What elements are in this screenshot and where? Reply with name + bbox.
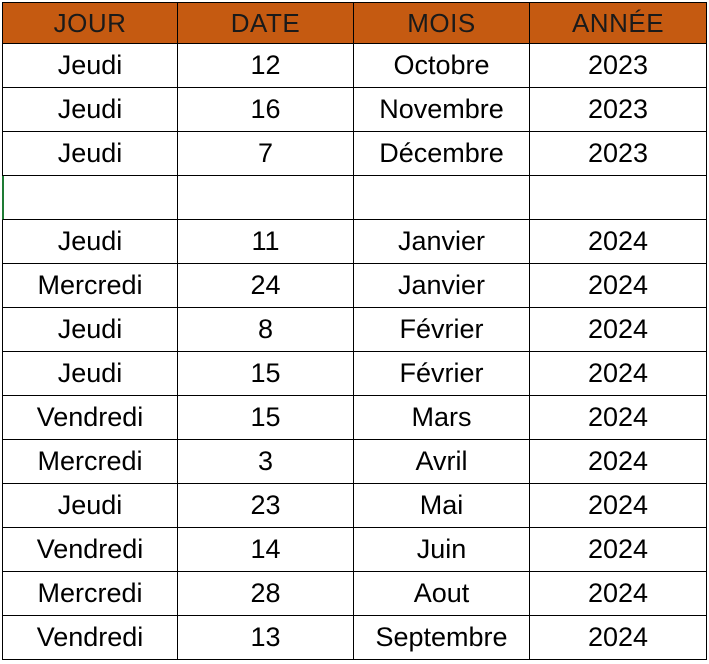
header-cell-date[interactable]: DATE: [178, 2, 354, 44]
header-cell-jour[interactable]: JOUR: [2, 2, 178, 44]
cell-date[interactable]: 15: [178, 396, 354, 440]
cell-date[interactable]: 14: [178, 528, 354, 572]
cell-annee[interactable]: 2024: [530, 616, 707, 660]
cell-mois[interactable]: Septembre: [354, 616, 530, 660]
cell-date[interactable]: 15: [178, 352, 354, 396]
cell-annee[interactable]: 2024: [530, 484, 707, 528]
cell-mois[interactable]: Octobre: [354, 44, 530, 88]
cell-annee[interactable]: 2023: [530, 132, 707, 176]
cell-mois[interactable]: Février: [354, 352, 530, 396]
cell-annee[interactable]: 2024: [530, 440, 707, 484]
cell-date[interactable]: 13: [178, 616, 354, 660]
cell-jour[interactable]: Jeudi: [2, 308, 178, 352]
cell-mois[interactable]: [354, 176, 530, 220]
header-cell-annee[interactable]: ANNÉE: [530, 2, 707, 44]
cell-mois[interactable]: Juin: [354, 528, 530, 572]
cell-annee[interactable]: 2024: [530, 264, 707, 308]
cell-mois[interactable]: Aout: [354, 572, 530, 616]
cell-mois[interactable]: Novembre: [354, 88, 530, 132]
active-cell[interactable]: [2, 176, 178, 220]
cell-jour[interactable]: Jeudi: [2, 88, 178, 132]
cell-mois[interactable]: Avril: [354, 440, 530, 484]
cell-jour[interactable]: Mercredi: [2, 440, 178, 484]
cell-date[interactable]: 3: [178, 440, 354, 484]
cell-jour[interactable]: Jeudi: [2, 132, 178, 176]
cell-mois[interactable]: Décembre: [354, 132, 530, 176]
cell-mois[interactable]: Février: [354, 308, 530, 352]
cell-mois[interactable]: Janvier: [354, 220, 530, 264]
cell-jour[interactable]: Jeudi: [2, 220, 178, 264]
cell-date[interactable]: 12: [178, 44, 354, 88]
cell-annee[interactable]: 2023: [530, 44, 707, 88]
cell-annee[interactable]: 2024: [530, 528, 707, 572]
cell-annee[interactable]: 2024: [530, 352, 707, 396]
cell-annee[interactable]: 2024: [530, 220, 707, 264]
cell-jour[interactable]: Vendredi: [2, 396, 178, 440]
cell-jour[interactable]: Vendredi: [2, 528, 178, 572]
cell-jour[interactable]: Mercredi: [2, 264, 178, 308]
cell-jour[interactable]: Vendredi: [2, 616, 178, 660]
cell-date[interactable]: 7: [178, 132, 354, 176]
cell-date[interactable]: 23: [178, 484, 354, 528]
cell-mois[interactable]: Mars: [354, 396, 530, 440]
cell-annee[interactable]: 2023: [530, 88, 707, 132]
cell-annee[interactable]: 2024: [530, 308, 707, 352]
cell-mois[interactable]: Janvier: [354, 264, 530, 308]
cell-jour[interactable]: Mercredi: [2, 572, 178, 616]
cell-date[interactable]: 11: [178, 220, 354, 264]
cell-jour[interactable]: Jeudi: [2, 352, 178, 396]
cell-date[interactable]: 28: [178, 572, 354, 616]
cell-mois[interactable]: Mai: [354, 484, 530, 528]
cell-annee[interactable]: 2024: [530, 572, 707, 616]
cell-date[interactable]: 16: [178, 88, 354, 132]
cell-annee[interactable]: [530, 176, 707, 220]
cell-jour[interactable]: Jeudi: [2, 44, 178, 88]
cell-date[interactable]: 8: [178, 308, 354, 352]
cell-date[interactable]: [178, 176, 354, 220]
cell-date[interactable]: 24: [178, 264, 354, 308]
cell-jour[interactable]: Jeudi: [2, 484, 178, 528]
header-cell-mois[interactable]: MOIS: [354, 2, 530, 44]
cell-annee[interactable]: 2024: [530, 396, 707, 440]
